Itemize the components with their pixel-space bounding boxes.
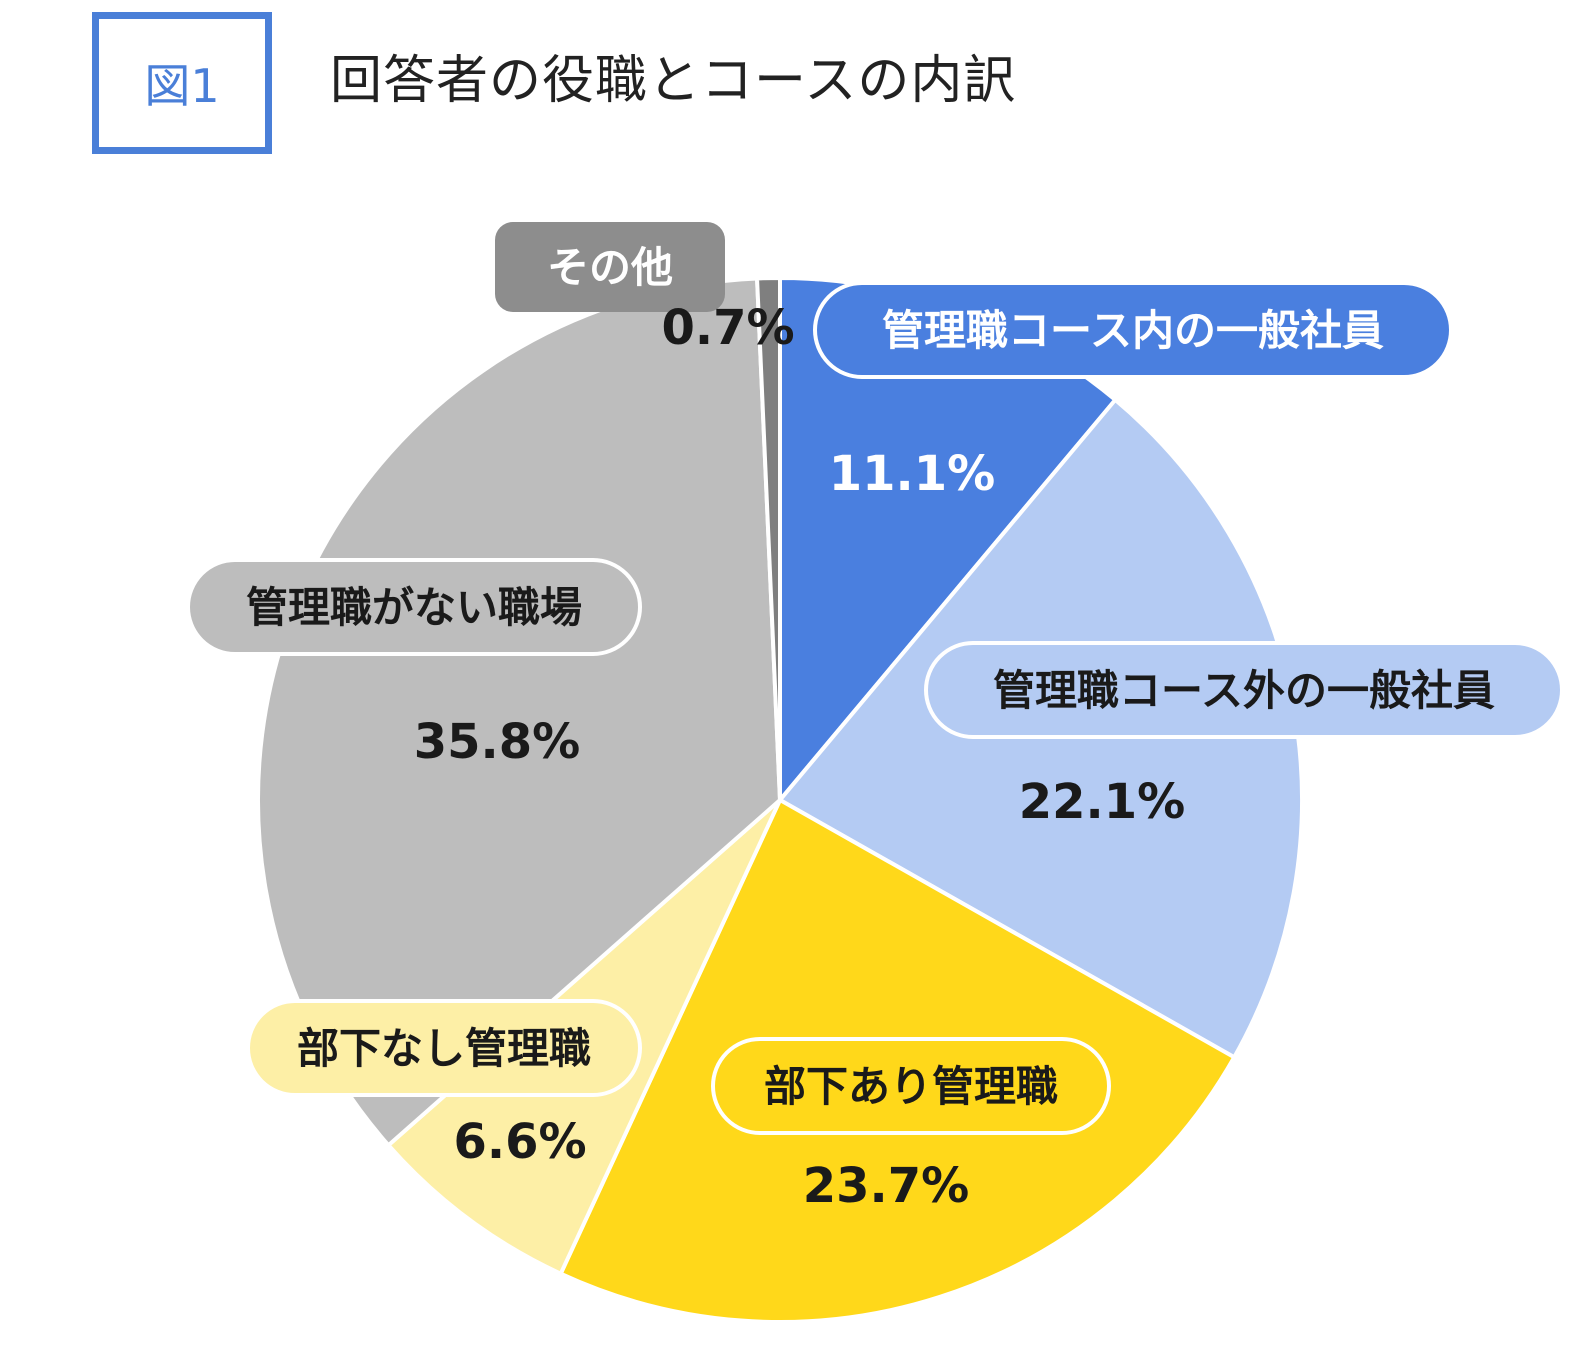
slice-label-text: その他 bbox=[547, 243, 673, 292]
slice-label-text: 部下あり管理職 bbox=[764, 1062, 1058, 1111]
slice-label-text: 管理職がない職場 bbox=[246, 583, 582, 632]
slice-value-label: 22.1% bbox=[1019, 774, 1186, 830]
figure-badge: 図1 bbox=[92, 12, 272, 154]
slice-label: 部下なし管理職 6.6% bbox=[246, 999, 642, 1170]
slice-label: 部下あり管理職 23.7% bbox=[711, 1037, 1111, 1214]
slice-label: 管理職コース外の一般社員 22.1% bbox=[924, 641, 1564, 830]
slice-label-pill bbox=[246, 999, 642, 1097]
slice-value-label: 11.1% bbox=[829, 446, 996, 502]
slice-label-pill bbox=[813, 281, 1453, 379]
page-title: 回答者の役職とコースの内訳 bbox=[330, 51, 1017, 111]
slice-value-label: 23.7% bbox=[803, 1158, 970, 1214]
figure-badge-label: 図1 bbox=[144, 59, 220, 113]
slice-label-pill bbox=[711, 1037, 1111, 1135]
pie-slice bbox=[754, 275, 782, 801]
pie-labels: 管理職コース内の一般社員 11.1% 管理職コース外の一般社員 22.1% 部下あり管理… bbox=[186, 222, 1564, 1214]
slice-label-pill bbox=[186, 558, 642, 656]
slice-label-pill bbox=[924, 641, 1564, 739]
slice-label: 管理職コース内の一般社員 11.1% bbox=[813, 281, 1453, 502]
slice-label: その他 0.7% bbox=[495, 222, 795, 356]
slice-value-label: 35.8% bbox=[414, 714, 581, 770]
slice-label-text: 部下なし管理職 bbox=[297, 1024, 591, 1073]
slice-label-text: 管理職コース外の一般社員 bbox=[993, 666, 1495, 715]
slice-label-text: 管理職コース内の一般社員 bbox=[882, 306, 1384, 355]
slice-value-label: 6.6% bbox=[453, 1114, 586, 1170]
slice-label-pill bbox=[495, 222, 725, 312]
slice-value-label: 0.7% bbox=[661, 300, 794, 356]
slice-label: 管理職がない職場 35.8% bbox=[186, 558, 642, 770]
